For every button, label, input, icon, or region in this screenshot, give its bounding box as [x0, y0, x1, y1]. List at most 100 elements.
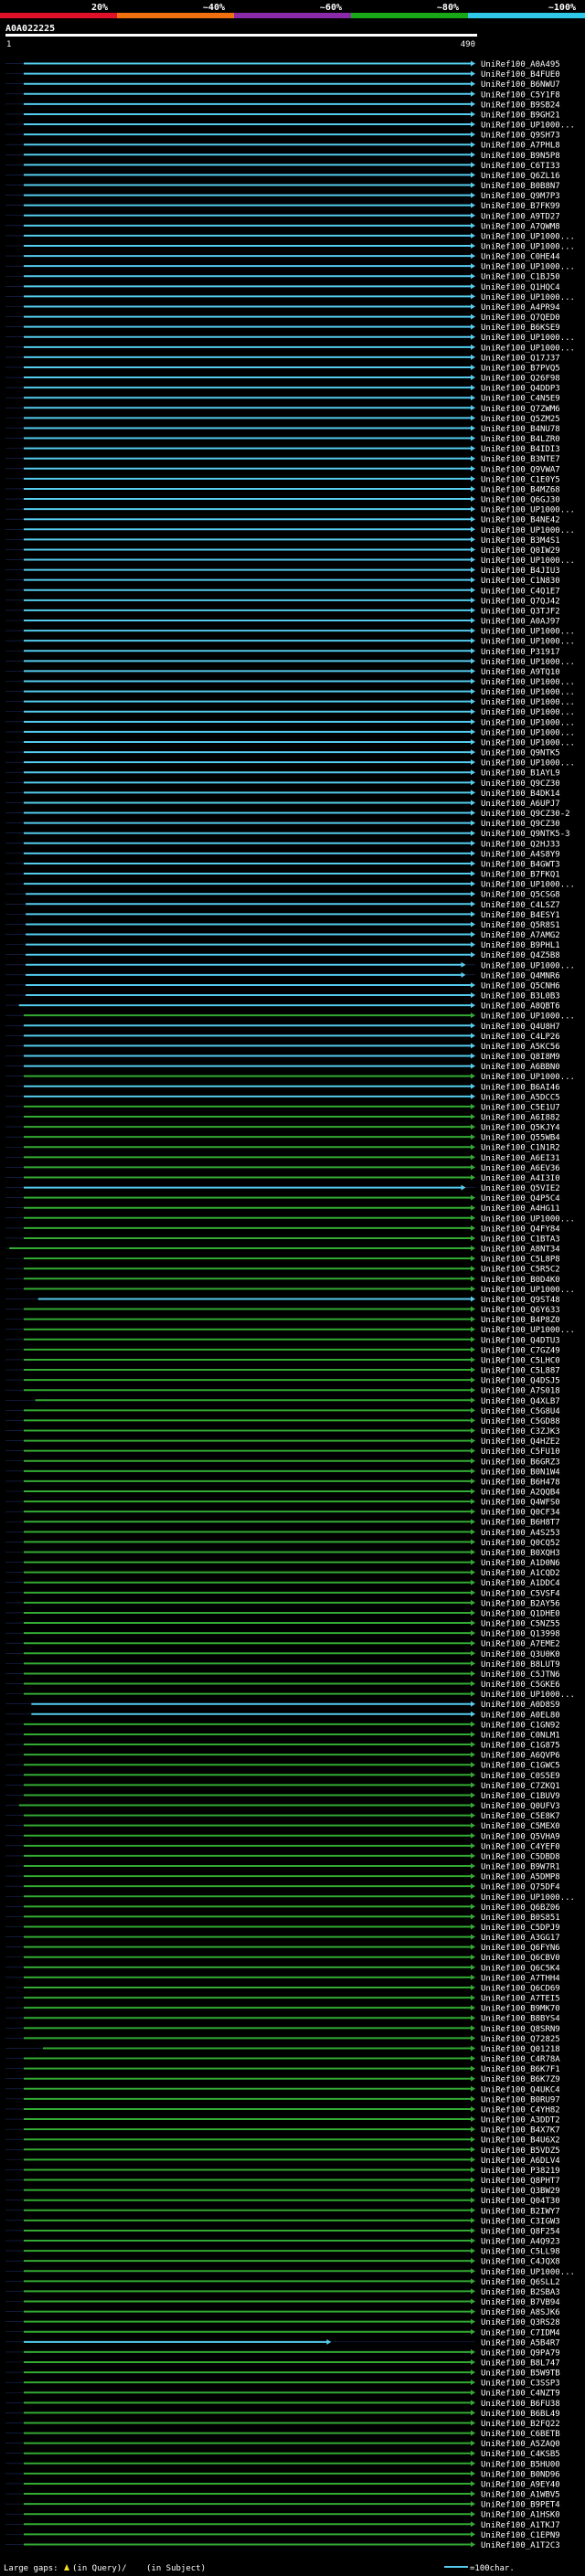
hit-label[interactable]: UniRef100_A6I882 [481, 1113, 560, 1122]
hit-label[interactable]: UniRef100_C0S5E9 [481, 1772, 560, 1781]
hit-label[interactable]: UniRef100_A8SJK6 [481, 2308, 560, 2317]
hit-label[interactable]: UniRef100_C1BTA3 [481, 1235, 560, 1244]
hit-label[interactable]: UniRef100_C7IDM4 [481, 2328, 560, 2337]
hit-label[interactable]: UniRef100_B5HU00 [481, 2460, 560, 2469]
hit-label[interactable]: UniRef100_Q72825 [481, 2035, 560, 2044]
hit-label[interactable]: UniRef100_Q6CD69 [481, 1984, 560, 1993]
hit-label[interactable]: UniRef100_A8QBT6 [481, 1002, 560, 1012]
hit-label[interactable]: UniRef100_C5G8U4 [481, 1407, 560, 1416]
hit-label[interactable]: UniRef100_UP1000... [481, 243, 575, 252]
hit-label[interactable]: UniRef100_C4YH82 [481, 2105, 560, 2115]
hit-label[interactable]: UniRef100_Q6ZL16 [481, 172, 560, 181]
hit-label[interactable]: UniRef100_Q5VHA9 [481, 1832, 560, 1841]
hit-label[interactable]: UniRef100_C0HE44 [481, 253, 560, 262]
hit-label[interactable]: UniRef100_Q5CNH6 [481, 981, 560, 991]
hit-label[interactable]: UniRef100_UP1000... [481, 961, 575, 970]
hit-label[interactable]: UniRef100_Q3RS28 [481, 2318, 560, 2327]
hit-label[interactable]: UniRef100_Q3BW29 [481, 2187, 560, 2196]
hit-label[interactable]: UniRef100_C4R78A [481, 2055, 560, 2064]
hit-label[interactable]: UniRef100_C4NZT9 [481, 2390, 560, 2399]
hit-label[interactable]: UniRef100_Q4P5C4 [481, 1194, 560, 1203]
hit-label[interactable]: UniRef100_UP1000... [481, 557, 575, 566]
hit-label[interactable]: UniRef100_UP1000... [481, 526, 575, 535]
hit-label[interactable]: UniRef100_B0RU97 [481, 2095, 560, 2104]
hit-label[interactable]: UniRef100_A9TD27 [481, 212, 560, 221]
hit-label[interactable]: UniRef100_C1BUV9 [481, 1792, 560, 1801]
hit-label[interactable]: UniRef100_UP1000... [481, 1691, 575, 1700]
hit-label[interactable]: UniRef100_Q4XLB7 [481, 1397, 560, 1406]
hit-label[interactable]: UniRef100_Q9CZ30-2 [481, 810, 570, 819]
hit-label[interactable]: UniRef100_A1HSK0 [481, 2511, 560, 2520]
hit-label[interactable]: UniRef100_UP1000... [481, 728, 575, 737]
hit-label[interactable]: UniRef100_Q7QJ42 [481, 597, 560, 606]
hit-label[interactable]: UniRef100_C1EPN9 [481, 2531, 560, 2540]
hit-label[interactable]: UniRef100_C1GN92 [481, 1721, 560, 1730]
hit-label[interactable]: UniRef100_B4NE42 [481, 516, 560, 525]
hit-label[interactable]: UniRef100_UP1000... [481, 718, 575, 727]
hit-label[interactable]: UniRef100_C5VSF4 [481, 1589, 560, 1598]
hit-label[interactable]: UniRef100_A7THH4 [481, 1974, 560, 1983]
hit-label[interactable]: UniRef100_Q1DHE0 [481, 1609, 560, 1618]
hit-label[interactable]: UniRef100_B2FQ22 [481, 2420, 560, 2429]
hit-label[interactable]: UniRef100_UP1000... [481, 628, 575, 637]
hit-label[interactable]: UniRef100_B6K7Z9 [481, 2075, 560, 2084]
hit-label[interactable]: UniRef100_Q13998 [481, 1630, 560, 1639]
hit-label[interactable]: UniRef100_B0ND96 [481, 2470, 560, 2479]
hit-label[interactable]: UniRef100_Q9PA79 [481, 2348, 560, 2358]
hit-label[interactable]: UniRef100_B4DK14 [481, 790, 560, 799]
hit-label[interactable]: UniRef100_C4N5E9 [481, 395, 560, 404]
hit-label[interactable]: UniRef100_Q4DSJ5 [481, 1377, 560, 1386]
hit-label[interactable]: UniRef100_Q5KJY4 [481, 1124, 560, 1133]
hit-label[interactable]: UniRef100_UP1000... [481, 688, 575, 697]
hit-label[interactable]: UniRef100_B8BYS4 [481, 2015, 560, 2024]
hit-label[interactable]: UniRef100_Q7QED0 [481, 313, 560, 323]
hit-label[interactable]: UniRef100_A7QWM8 [481, 222, 560, 231]
hit-label[interactable]: UniRef100_Q9ST48 [481, 1296, 560, 1305]
hit-label[interactable]: UniRef100_C4JQX8 [481, 2258, 560, 2267]
hit-label[interactable]: UniRef100_A5ZAQ0 [481, 2440, 560, 2449]
hit-label[interactable]: UniRef100_UP1000... [481, 1286, 575, 1295]
hit-label[interactable]: UniRef100_Q4Z5B8 [481, 951, 560, 960]
hit-label[interactable]: UniRef100_B9SB24 [481, 101, 560, 110]
hit-label[interactable]: UniRef100_A9EY40 [481, 2480, 560, 2489]
hit-label[interactable]: UniRef100_Q4UKC4 [481, 2085, 560, 2094]
hit-label[interactable]: UniRef100_UP1000... [481, 678, 575, 687]
hit-label[interactable]: UniRef100_A6EV36 [481, 1164, 560, 1173]
hit-label[interactable]: UniRef100_B0XQH3 [481, 1549, 560, 1558]
hit-label[interactable]: UniRef100_A3DDT2 [481, 2116, 560, 2125]
hit-label[interactable]: UniRef100_A4HG11 [481, 1204, 560, 1214]
hit-label[interactable]: UniRef100_C1N1R2 [481, 1144, 560, 1153]
hit-label[interactable]: UniRef100_C4LSZ7 [481, 901, 560, 910]
hit-label[interactable]: UniRef100_B4U6X2 [481, 2136, 560, 2146]
hit-label[interactable]: UniRef100_A7EME2 [481, 1640, 560, 1649]
hit-label[interactable]: UniRef100_B3M4S1 [481, 536, 560, 546]
hit-label[interactable]: UniRef100_C4LP26 [481, 1033, 560, 1042]
hit-label[interactable]: UniRef100_Q2HJ33 [481, 840, 560, 849]
hit-label[interactable]: UniRef100_C3IGW3 [481, 2217, 560, 2226]
hit-label[interactable]: UniRef100_A7S018 [481, 1387, 560, 1396]
hit-label[interactable]: UniRef100_C5L8P8 [481, 1256, 560, 1265]
hit-label[interactable]: UniRef100_B7PVQ5 [481, 364, 560, 373]
hit-label[interactable]: UniRef100_C5MEX0 [481, 1822, 560, 1831]
hit-label[interactable]: UniRef100_UP1000... [481, 1893, 575, 1903]
hit-label[interactable]: UniRef100_C5Y1F8 [481, 90, 560, 100]
hit-label[interactable]: UniRef100_C5NZ55 [481, 1620, 560, 1629]
hit-label[interactable]: UniRef100_UP1000... [481, 881, 575, 890]
hit-label[interactable]: UniRef100_Q0IW29 [481, 546, 560, 556]
hit-label[interactable]: UniRef100_C0NLM1 [481, 1731, 560, 1740]
hit-label[interactable]: UniRef100_B0D4K0 [481, 1276, 560, 1285]
hit-label[interactable]: UniRef100_C5E1U7 [481, 1103, 560, 1112]
hit-label[interactable]: UniRef100_C5LHC0 [481, 1356, 560, 1365]
hit-label[interactable]: UniRef100_B6BL49 [481, 2410, 560, 2419]
hit-label[interactable]: UniRef100_B6KSE9 [481, 323, 560, 333]
hit-label[interactable]: UniRef100_A5KC56 [481, 1043, 560, 1052]
hit-label[interactable]: UniRef100_Q8SRN9 [481, 2025, 560, 2034]
hit-label[interactable]: UniRef100_P38219 [481, 2167, 560, 2176]
hit-label[interactable]: UniRef100_B9GH21 [481, 111, 560, 120]
hit-label[interactable]: UniRef100_B4GWT3 [481, 860, 560, 869]
hit-label[interactable]: UniRef100_A7AMG2 [481, 931, 560, 940]
hit-label[interactable]: UniRef100_A1DDC4 [481, 1579, 560, 1588]
hit-label[interactable]: UniRef100_B9MK70 [481, 2005, 560, 2014]
hit-label[interactable]: UniRef100_C1BJ50 [481, 273, 560, 282]
hit-label[interactable]: UniRef100_A2QQB4 [481, 1489, 560, 1498]
